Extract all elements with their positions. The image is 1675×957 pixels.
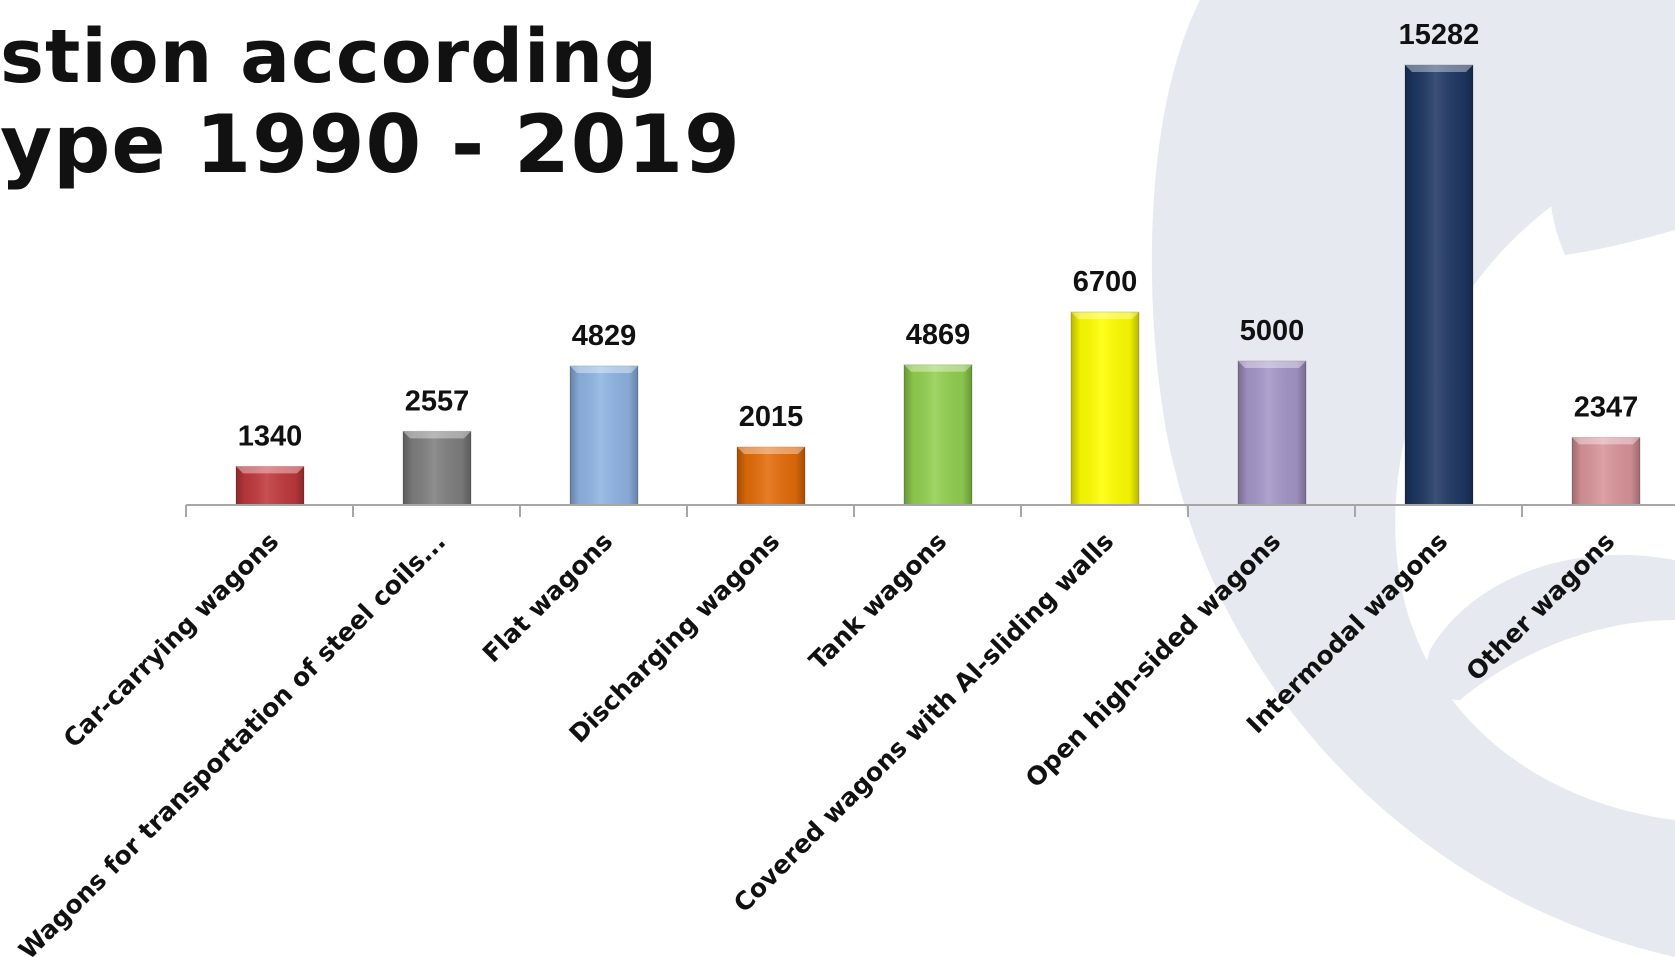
- bar-6: [1070, 311, 1140, 506]
- bar-1: [235, 465, 305, 506]
- bar-4: [736, 446, 806, 506]
- bar-bevel: [1572, 437, 1640, 445]
- bar-bevel: [236, 466, 304, 474]
- value-label-2: 2557: [405, 385, 470, 417]
- value-label-1: 1340: [238, 420, 303, 452]
- value-labels-group: 1340 2557 4829 2015 4869 6700 5000 15282 2347: [238, 19, 1639, 452]
- chart-title-line-1: stion according: [0, 14, 659, 100]
- bar-shading: [904, 364, 972, 505]
- bar-shading: [737, 446, 805, 505]
- watermark-leaf: [1549, 35, 1675, 255]
- bar-7: [1237, 360, 1307, 506]
- value-label-3: 4829: [572, 320, 637, 352]
- value-label-7: 5000: [1240, 315, 1305, 347]
- watermark-ring: [1151, 0, 1675, 957]
- value-label-4: 2015: [739, 401, 804, 433]
- watermark-arc-lower: [1426, 554, 1675, 700]
- bar-bevel: [403, 431, 471, 439]
- bar-bevel: [570, 365, 638, 373]
- bar-8: [1404, 64, 1474, 506]
- bar-shading: [403, 431, 471, 505]
- bar-bevel: [737, 446, 805, 454]
- value-label-5: 4869: [906, 319, 971, 351]
- chart-title-line-2: ype 1990 - 2019: [0, 98, 741, 191]
- bar-2: [402, 430, 472, 506]
- bar-shading: [1572, 437, 1640, 505]
- category-label-3: Flat wagons: [477, 527, 618, 668]
- bar-9: [1571, 436, 1641, 506]
- bar-shading: [1238, 361, 1306, 505]
- category-label-9: Other wagons: [1461, 527, 1621, 687]
- category-label-6: Covered wagons with Al-sliding walls: [728, 527, 1119, 918]
- bar-bevel: [1071, 312, 1139, 320]
- bar-shading: [236, 466, 304, 505]
- bar-bevel: [1405, 65, 1473, 72]
- category-label-5: Tank wagons: [803, 527, 952, 676]
- value-label-6: 6700: [1073, 266, 1138, 298]
- value-label-8: 15282: [1399, 19, 1480, 51]
- bar-3: [569, 365, 639, 506]
- bars-group: [235, 64, 1641, 506]
- bar-5: [903, 364, 973, 506]
- x-axis: [185, 504, 1675, 517]
- bar-shading: [570, 365, 638, 505]
- bar-bevel: [904, 364, 972, 372]
- bar-bevel: [1238, 361, 1306, 369]
- bar-shading: [1071, 312, 1139, 505]
- value-label-9: 2347: [1574, 391, 1639, 423]
- bar-shading: [1405, 65, 1473, 505]
